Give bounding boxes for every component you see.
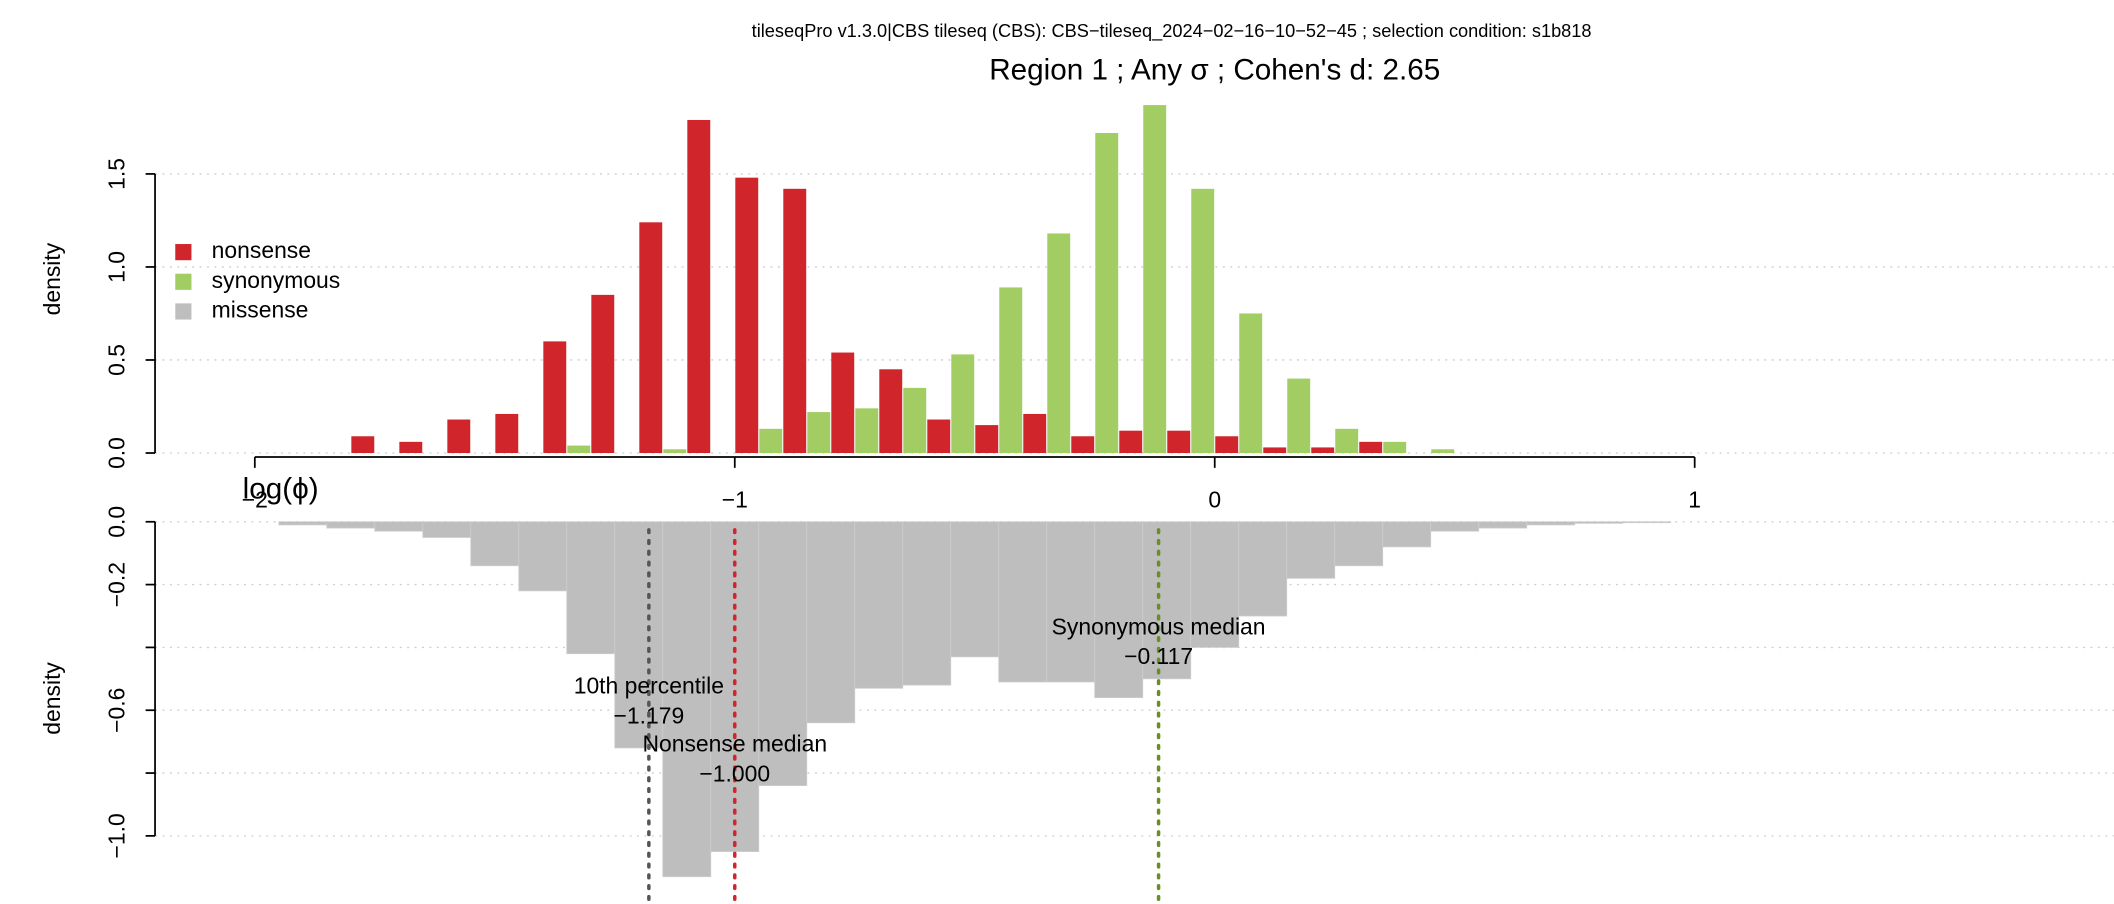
legend-swatch xyxy=(175,303,192,320)
bar xyxy=(735,177,759,454)
bar xyxy=(1431,449,1455,454)
bar xyxy=(422,521,472,538)
x-axis-label: log(ϕ) xyxy=(243,473,319,506)
y-axis-label: density xyxy=(39,242,65,315)
bar xyxy=(903,387,927,454)
bar xyxy=(663,449,687,454)
bar xyxy=(1334,521,1384,567)
bar xyxy=(1382,521,1432,548)
bar xyxy=(399,441,423,454)
y-axis-label: density xyxy=(39,662,65,735)
bar xyxy=(1478,521,1528,529)
x-tick-label: −1 xyxy=(722,487,748,513)
bar xyxy=(1215,436,1239,454)
bar xyxy=(1190,521,1240,648)
chart-title: Region 1 ; Any σ ; Cohen's d: 2.65 xyxy=(989,53,1440,86)
bar xyxy=(1142,521,1192,680)
legend-label: synonymous xyxy=(212,267,341,293)
bar xyxy=(1383,441,1407,454)
bar xyxy=(1071,436,1095,454)
bar xyxy=(855,408,879,454)
y-tick-label: 1.0 xyxy=(104,251,130,283)
bar xyxy=(1238,521,1288,617)
y-tick-label: 1.5 xyxy=(104,158,130,190)
x-tick-label: 0 xyxy=(1208,487,1221,513)
bar xyxy=(567,445,591,454)
bar xyxy=(1239,313,1263,454)
legend-swatch xyxy=(175,273,192,290)
bar xyxy=(326,521,376,529)
bar xyxy=(999,287,1023,454)
annotation: Nonsense median xyxy=(642,731,827,757)
bar xyxy=(759,428,783,454)
bar xyxy=(1119,430,1143,454)
bar xyxy=(1094,521,1144,699)
bar xyxy=(639,222,663,454)
bar xyxy=(1286,521,1336,579)
bar xyxy=(1359,441,1383,454)
bar xyxy=(566,521,616,655)
legend-swatch xyxy=(175,244,192,261)
chart-subtitle: tileseqPro v1.3.0|CBS tileseq (CBS): CBS… xyxy=(752,21,1592,42)
y-tick-label: −0.2 xyxy=(104,562,130,607)
bar xyxy=(591,294,615,454)
bar xyxy=(902,521,952,686)
bar xyxy=(374,521,424,532)
bar xyxy=(687,119,711,454)
y-tick-label: 0.0 xyxy=(104,437,130,469)
y-tick-label: 0.5 xyxy=(104,344,130,376)
bar xyxy=(1095,132,1119,454)
annotation-value: −0.117 xyxy=(1124,643,1193,669)
x-tick-label: 1 xyxy=(1688,487,1701,513)
bar xyxy=(1023,413,1047,454)
bar xyxy=(758,521,808,787)
bar xyxy=(1167,430,1191,454)
bar xyxy=(1311,447,1335,454)
bar xyxy=(1526,521,1576,526)
bar xyxy=(278,521,328,526)
bar xyxy=(1622,521,1672,524)
bar xyxy=(518,521,568,592)
bar xyxy=(1335,428,1359,454)
bar xyxy=(447,419,471,454)
bar xyxy=(351,436,375,454)
bar xyxy=(1287,378,1311,454)
bar xyxy=(998,521,1048,683)
bar xyxy=(854,521,904,689)
legend-label: nonsense xyxy=(212,237,311,263)
annotation-value: −1.179 xyxy=(614,702,685,728)
bar xyxy=(1046,521,1096,683)
bar xyxy=(543,341,567,454)
y-tick-label: 0.0 xyxy=(104,506,130,538)
annotation: Synonymous median xyxy=(1052,613,1266,639)
bar xyxy=(1263,447,1287,454)
bar xyxy=(879,369,903,454)
annotation-value: −1.000 xyxy=(699,760,770,786)
bar xyxy=(1143,105,1167,454)
x-tick-label: −2 xyxy=(242,487,268,513)
bar xyxy=(831,352,855,454)
bar xyxy=(807,412,831,454)
bar xyxy=(951,354,975,454)
bar xyxy=(662,521,712,878)
annotation: 10th percentile xyxy=(574,673,724,699)
bar xyxy=(950,521,1000,658)
bar xyxy=(1047,233,1071,454)
y-tick-label: −1.0 xyxy=(104,813,130,858)
bar xyxy=(1191,188,1215,454)
bar xyxy=(1574,521,1624,524)
bar xyxy=(470,521,520,567)
bar xyxy=(783,188,807,454)
y-tick-label: −0.6 xyxy=(104,688,130,733)
legend-label: missense xyxy=(212,296,309,322)
bar xyxy=(975,425,999,454)
bar xyxy=(1430,521,1480,532)
bar xyxy=(927,419,951,454)
bar xyxy=(495,413,519,454)
bar xyxy=(806,521,856,724)
